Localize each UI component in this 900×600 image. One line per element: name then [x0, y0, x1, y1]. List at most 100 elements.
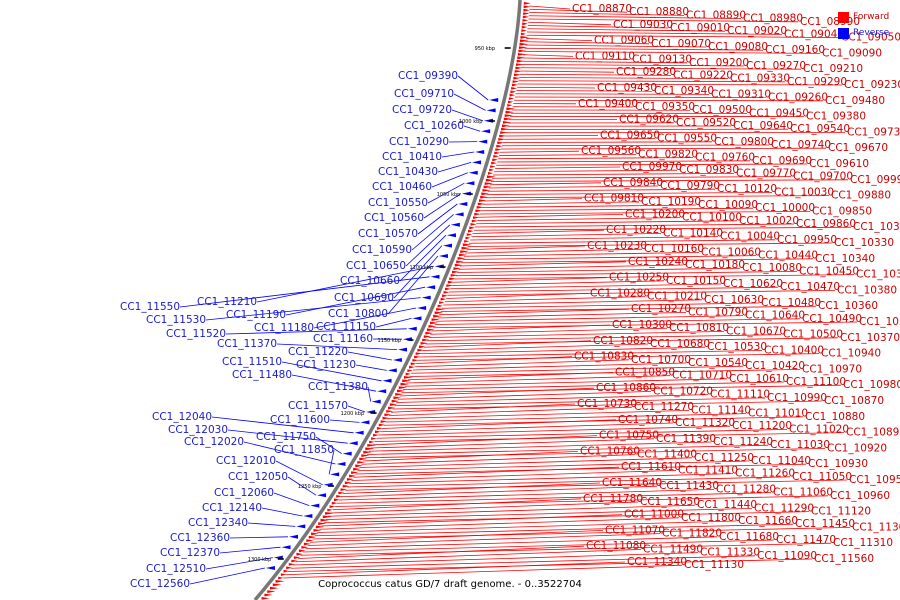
forward-gene-label: CC1_10480: [761, 297, 821, 309]
forward-gene-mark: [501, 124, 510, 128]
forward-gene-mark: [303, 542, 312, 546]
forward-gene-mark: [280, 573, 287, 576]
forward-gene-label: CC1_09340: [654, 85, 714, 97]
reverse-gene-label: CC1_10290: [389, 136, 449, 148]
forward-gene-mark: [493, 155, 500, 158]
forward-leader-line: [412, 362, 687, 371]
reverse-gene-label: CC1_10260: [404, 120, 464, 132]
forward-gene-mark: [351, 471, 359, 474]
forward-gene-label: CC1_09880: [831, 190, 891, 202]
reverse-gene-label: CC1_09720: [392, 104, 452, 116]
forward-leader-line: [365, 448, 826, 459]
reverse-leader-line: [441, 151, 475, 158]
forward-gene-label: CC1_09310: [711, 88, 771, 100]
reverse-gene-label: CC1_09390: [398, 70, 458, 82]
forward-leader-line: [401, 384, 842, 394]
forward-gene-mark: [510, 90, 517, 94]
forward-gene-label: CC1_10790: [688, 306, 748, 318]
forward-gene-label: CC1_09770: [736, 167, 796, 179]
forward-gene-label: CC1_10830: [574, 351, 634, 363]
forward-leader-line: [517, 86, 596, 89]
forward-leader-line: [385, 413, 747, 423]
forward-leader-line: [288, 558, 813, 572]
forward-gene-label: CC1_10880: [805, 411, 865, 423]
forward-leader-line: [392, 400, 823, 410]
reverse-leader-line: [256, 266, 434, 303]
reverse-leader-line: [387, 255, 439, 315]
forward-gene-mark: [443, 291, 450, 294]
forward-leader-line: [442, 302, 760, 309]
forward-gene-mark: [329, 505, 335, 508]
forward-leader-line: [478, 214, 624, 218]
forward-gene-mark: [264, 593, 273, 597]
forward-gene-mark: [363, 450, 372, 454]
forward-gene-label: CC1_09040: [784, 28, 844, 40]
forward-gene-mark: [518, 46, 528, 49]
forward-gene-label: CC1_09990: [850, 174, 900, 186]
forward-gene-mark: [367, 444, 377, 447]
forward-gene-label: CC1_10930: [808, 458, 868, 470]
forward-leader-line: [519, 73, 672, 76]
forward-leader-line: [526, 34, 840, 38]
forward-leader-line: [389, 406, 633, 416]
forward-gene-mark: [308, 535, 317, 539]
forward-gene-mark: [472, 216, 480, 219]
forward-gene-mark: [500, 131, 508, 134]
scale-tick-label: 1200 kbp: [341, 411, 365, 417]
forward-leader-line: [433, 321, 858, 329]
forward-gene-label: CC1_10160: [644, 243, 704, 255]
forward-gene-label: CC1_10700: [631, 354, 691, 366]
forward-leader-line: [462, 255, 757, 260]
forward-gene-mark: [291, 559, 298, 563]
forward-gene-mark: [512, 80, 520, 83]
forward-gene-mark: [469, 226, 476, 230]
reverse-gene-label: CC1_12140: [202, 502, 262, 514]
forward-leader-line: [493, 173, 735, 176]
forward-gene-mark: [522, 19, 529, 22]
forward-gene-mark: [519, 42, 529, 46]
forward-gene-label: CC1_10080: [742, 262, 802, 274]
forward-gene-mark: [389, 403, 398, 406]
reverse-gene-mark: [407, 326, 417, 331]
forward-gene-mark: [409, 365, 415, 369]
forward-gene-mark: [520, 36, 530, 39]
forward-leader-line: [520, 70, 615, 73]
reverse-gene-mark: [454, 212, 464, 217]
forward-gene-label: CC1_11110: [710, 389, 770, 401]
forward-leader-line: [414, 359, 630, 368]
forward-leader-line: [353, 466, 620, 478]
forward-gene-label: CC1_10040: [720, 231, 780, 243]
forward-gene-mark: [508, 97, 515, 100]
forward-leader-line: [459, 261, 627, 267]
forward-leader-line: [518, 80, 786, 83]
gene-labels: CC1_08870CC1_08880CC1_08890CC1_08980CC1_…: [120, 3, 900, 590]
reverse-gene-label: CC1_12010: [216, 455, 276, 467]
reverse-gene-label: CC1_10460: [372, 181, 432, 193]
reverse-gene-label: CC1_11180: [254, 322, 314, 334]
reverse-leader-line: [285, 286, 426, 316]
forward-gene-mark: [517, 56, 526, 60]
reverse-gene-mark: [465, 181, 475, 186]
forward-leader-line: [341, 485, 658, 498]
forward-gene-label: CC1_11250: [694, 452, 754, 464]
forward-gene-label: CC1_10530: [707, 341, 767, 353]
forward-leader-line: [408, 372, 614, 381]
forward-gene-mark: [423, 335, 432, 338]
forward-gene-mark: [514, 70, 522, 73]
forward-leader-line: [458, 264, 684, 270]
reverse-gene-mark: [348, 441, 358, 446]
forward-gene-label: CC1_09800: [714, 136, 774, 148]
scale-tick-label: 950 kbp: [475, 46, 495, 52]
forward-gene-mark: [477, 202, 486, 206]
forward-leader-line: [443, 299, 703, 306]
forward-leader-line: [485, 195, 830, 199]
scale-tick-label: 1000 kbp: [459, 119, 483, 125]
forward-leader-line: [444, 296, 646, 303]
reverse-gene-label: CC1_11210: [197, 296, 257, 308]
forward-gene-label: CC1_10640: [745, 310, 805, 322]
forward-gene-label: CC1_11130: [684, 559, 744, 571]
forward-gene-mark: [315, 525, 325, 529]
forward-gene-mark: [437, 304, 443, 308]
forward-gene-mark: [393, 396, 402, 400]
scale-ticks: 950 kbp 1000 kbp 1050 kbp 1100 kbp 1150 kbp 1…: [248, 46, 511, 563]
